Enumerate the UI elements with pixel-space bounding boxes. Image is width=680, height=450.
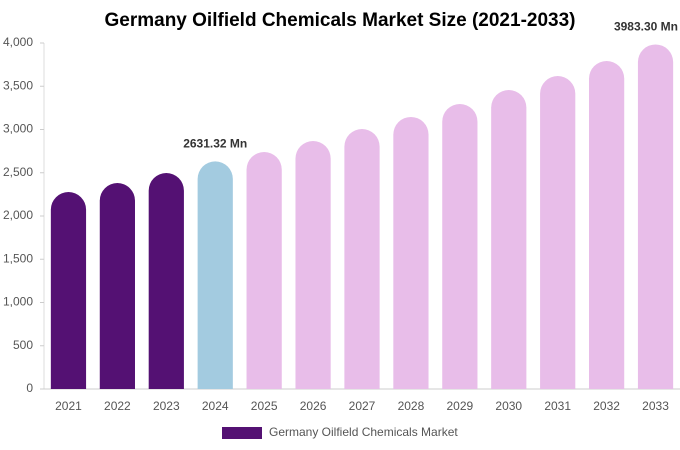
y-tick-label: 500 <box>13 338 33 352</box>
bar <box>589 60 625 389</box>
x-tick-label: 2026 <box>300 399 327 413</box>
x-tick-label: 2021 <box>55 399 82 413</box>
x-tick-label: 2031 <box>544 399 571 413</box>
x-tick-label: 2025 <box>251 399 278 413</box>
value-label: 2631.32 Mn <box>183 137 247 151</box>
bar <box>637 44 674 389</box>
y-tick-label: 2,500 <box>3 165 33 179</box>
x-tick-label: 2033 <box>642 399 669 413</box>
y-tick-label: 1,000 <box>3 295 33 309</box>
x-tick-label: 2022 <box>104 399 131 413</box>
x-tick-label: 2029 <box>446 399 473 413</box>
legend-swatch <box>222 427 262 439</box>
x-tick-label: 2030 <box>495 399 522 413</box>
bar <box>148 173 184 389</box>
x-tick-label: 2027 <box>349 399 376 413</box>
x-tick-label: 2032 <box>593 399 620 413</box>
value-label: 3983.30 Mn <box>614 20 678 34</box>
y-tick-label: 3,000 <box>3 122 33 136</box>
x-tick-label: 2028 <box>398 399 425 413</box>
chart-title: Germany Oilfield Chemicals Market Size (… <box>105 10 576 31</box>
bar <box>442 103 478 389</box>
bar <box>99 183 135 389</box>
x-tick-label: 2024 <box>202 399 229 413</box>
bar <box>393 116 429 390</box>
bar <box>295 141 331 389</box>
y-tick-label: 0 <box>26 381 33 395</box>
bar <box>197 161 233 389</box>
bar <box>246 152 282 389</box>
bar <box>491 89 527 389</box>
legend-label: Germany Oilfield Chemicals Market <box>269 425 458 439</box>
y-tick-label: 2,000 <box>3 208 33 222</box>
bar <box>540 76 576 389</box>
x-tick-label: 2023 <box>153 399 180 413</box>
bar <box>344 128 380 389</box>
y-tick-label: 1,500 <box>3 251 33 265</box>
bar <box>50 192 87 389</box>
y-tick-label: 3,500 <box>3 78 33 92</box>
y-tick-label: 4,000 <box>3 35 33 49</box>
